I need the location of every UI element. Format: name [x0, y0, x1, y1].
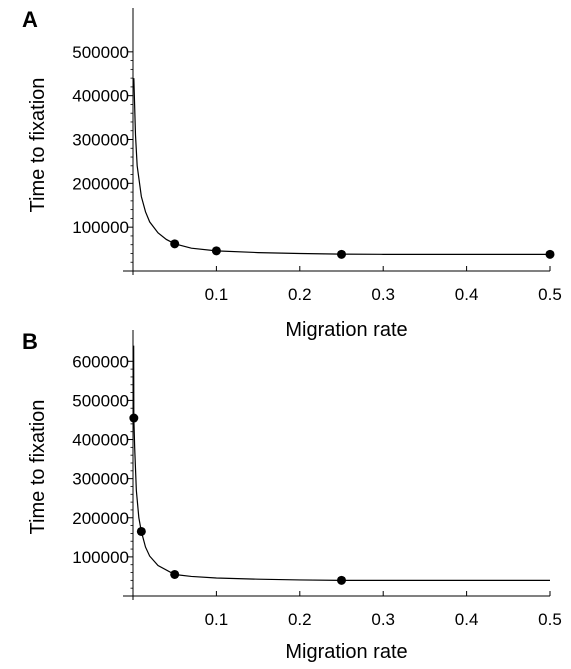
- x-tick-label: 0.5: [538, 285, 562, 304]
- x-tick-label: 0.3: [371, 610, 395, 629]
- y-tick-label: 300000: [72, 470, 129, 489]
- x-axis-title: Migration rate: [285, 319, 407, 341]
- y-axis-title: Time to fixation: [27, 78, 49, 213]
- x-tick-label: 0.1: [205, 285, 229, 304]
- x-tick-label: 0.2: [288, 610, 312, 629]
- y-tick-label: 100000: [72, 218, 129, 237]
- x-tick-label: 0.5: [538, 610, 562, 629]
- y-tick-label: 500000: [72, 391, 129, 410]
- y-tick-label: 200000: [72, 174, 129, 193]
- data-point: [545, 249, 555, 259]
- y-tick-label: 600000: [72, 352, 129, 371]
- x-axis-title: Migration rate: [285, 641, 407, 663]
- x-tick-label: 0.2: [288, 285, 312, 304]
- data-point: [211, 246, 221, 256]
- panel-letter-a: A: [22, 7, 38, 32]
- data-point: [136, 526, 146, 536]
- data-point: [170, 239, 180, 249]
- chart-panel-b: B 100000 200000 300000 400000 500000 600000 0.1…: [22, 329, 562, 663]
- x-tick-label: 0.4: [455, 285, 479, 304]
- y-tick-label: 200000: [72, 509, 129, 528]
- x-tick-label: 0.1: [205, 610, 229, 629]
- series-line: [133, 345, 550, 581]
- y-tick-label: 500000: [72, 43, 129, 62]
- x-tick-label: 0.3: [371, 285, 395, 304]
- series-line: [133, 78, 550, 255]
- y-axis-title: Time to fixation: [27, 400, 49, 535]
- x-tick-label: 0.4: [455, 610, 479, 629]
- data-point: [129, 413, 139, 423]
- y-tick-label: 100000: [72, 548, 129, 567]
- panel-letter-b: B: [22, 329, 38, 354]
- data-point: [337, 575, 346, 585]
- data-point: [337, 249, 346, 259]
- y-tick-label: 400000: [72, 431, 129, 450]
- y-tick-label: 400000: [72, 87, 129, 106]
- data-point: [170, 569, 180, 579]
- y-tick-label: 300000: [72, 131, 129, 150]
- chart-panel-a: A 100000 200000 300000 400000 500000 0.1 0.2 0.3…: [22, 7, 562, 341]
